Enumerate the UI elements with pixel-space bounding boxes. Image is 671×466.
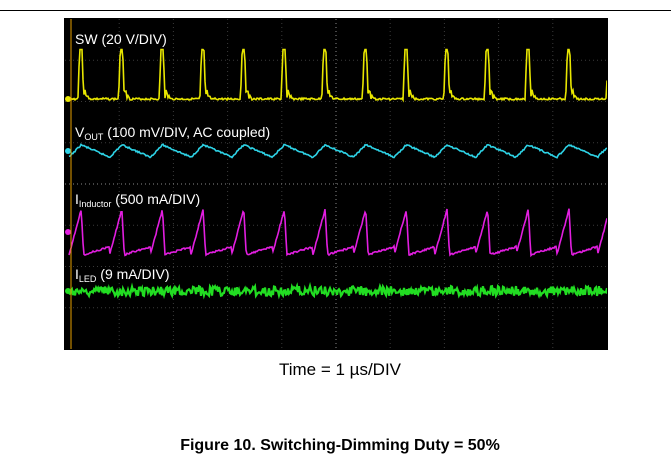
- time-scale-label: Time = 1 µs/DIV: [278, 360, 402, 379]
- figure-caption: Figure 10. Switching-Dimming Duty = 50%: [180, 437, 500, 454]
- sw-trace: [68, 48, 607, 103]
- traces: [65, 19, 607, 349]
- vout-trace: [68, 143, 607, 159]
- iled-ground-marker: [65, 288, 71, 294]
- oscilloscope-screen: SW (20 V/DIV) VOUT (100 mV/DIV, AC coupl…: [64, 18, 608, 350]
- top-rule: [0, 10, 671, 11]
- iled-trace: [67, 281, 607, 300]
- vout-ground-marker: [65, 148, 71, 154]
- sw-label: SW (20 V/DIV): [75, 31, 167, 47]
- inductor-current-label: IInductor (500 mA/DIV): [75, 191, 200, 209]
- iind-ground-marker: [65, 229, 71, 235]
- led-current-label: ILED (9 mA/DIV): [75, 266, 170, 284]
- iind-trace: [68, 208, 607, 258]
- sw-ground-marker: [65, 96, 71, 102]
- vout-label: VOUT (100 mV/DIV, AC coupled): [75, 124, 270, 142]
- oscilloscope-plot: SW (20 V/DIV) VOUT (100 mV/DIV, AC coupl…: [65, 19, 607, 349]
